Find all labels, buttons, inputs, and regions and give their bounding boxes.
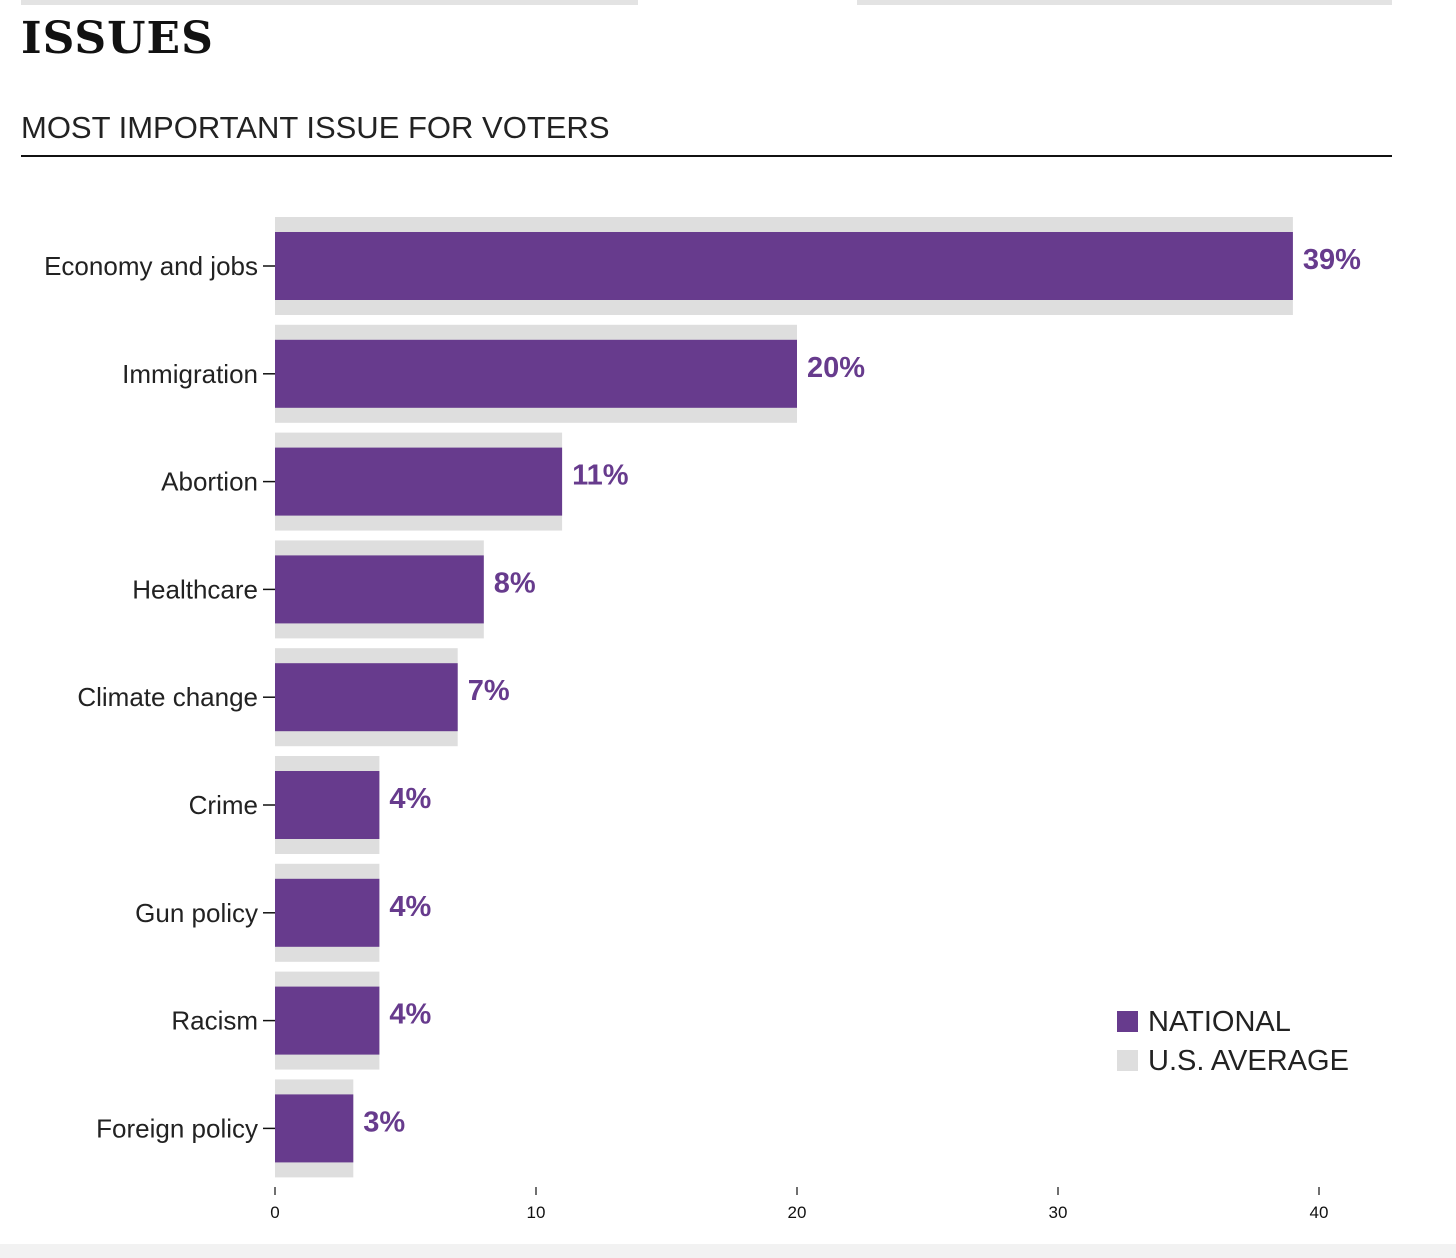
category-label: Immigration	[122, 359, 258, 389]
national-bar	[275, 232, 1293, 300]
value-label: 4%	[389, 999, 431, 1031]
category-label: Healthcare	[132, 574, 258, 604]
category-label: Economy and jobs	[44, 251, 258, 281]
x-tick-label: 10	[527, 1203, 546, 1222]
value-label: 11%	[572, 460, 629, 492]
value-label: 3%	[363, 1106, 405, 1138]
national-bar	[275, 339, 797, 408]
value-label: 7%	[468, 675, 510, 707]
top-rule-left	[21, 0, 638, 5]
national-bar	[275, 555, 484, 624]
national-bar	[275, 663, 458, 732]
value-label: 8%	[494, 567, 536, 599]
category-label: Climate change	[77, 682, 258, 712]
category-label: Abortion	[161, 467, 258, 497]
x-tick-label: 40	[1310, 1203, 1329, 1222]
national-bar	[275, 986, 380, 1055]
national-bar	[275, 771, 380, 839]
value-label: 20%	[807, 352, 865, 384]
national-bar	[275, 1094, 354, 1163]
section-title: ISSUES	[21, 13, 214, 64]
x-tick-label: 0	[270, 1203, 279, 1222]
category-label: Racism	[171, 1006, 258, 1036]
chart-heading: MOST IMPORTANT ISSUE FOR VOTERS	[21, 110, 610, 145]
category-label: Crime	[189, 790, 258, 820]
x-tick-label: 30	[1049, 1203, 1068, 1222]
legend-label-national: NATIONAL	[1148, 1006, 1291, 1038]
bottom-band	[0, 1244, 1456, 1258]
category-label: Gun policy	[135, 898, 258, 928]
category-label: Foreign policy	[96, 1113, 258, 1143]
national-bar	[275, 878, 380, 947]
legend-swatch-us-average	[1117, 1050, 1138, 1071]
legend-swatch-national	[1117, 1011, 1138, 1032]
value-label: 39%	[1303, 244, 1361, 276]
top-rule-right	[857, 0, 1392, 5]
heading-rule	[21, 155, 1392, 157]
value-label: 4%	[389, 783, 431, 815]
value-label: 4%	[389, 891, 431, 923]
x-tick-label: 20	[788, 1203, 807, 1222]
national-bar	[275, 447, 563, 516]
legend-label-us-average: U.S. AVERAGE	[1148, 1045, 1349, 1077]
